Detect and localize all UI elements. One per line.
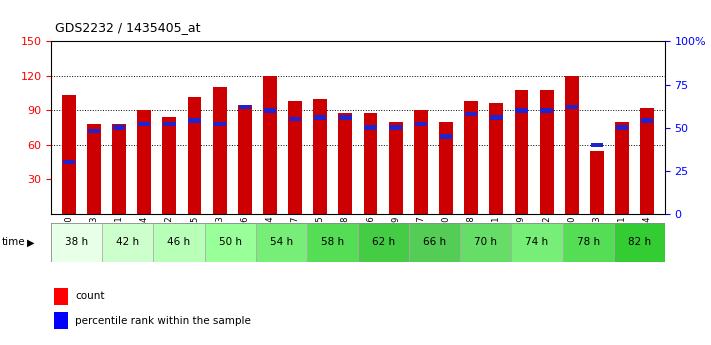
Bar [263, 76, 277, 214]
Text: percentile rank within the sample: percentile rank within the sample [75, 316, 251, 326]
Bar [213, 87, 227, 214]
Bar [154, 223, 205, 262]
Text: 62 h: 62 h [372, 237, 395, 247]
Text: 58 h: 58 h [321, 237, 344, 247]
Bar [137, 110, 151, 214]
Bar [112, 124, 126, 214]
Bar [641, 108, 654, 214]
Bar [490, 115, 503, 120]
Bar [440, 134, 452, 139]
Bar [51, 223, 102, 262]
Bar [616, 125, 629, 130]
Bar [314, 99, 327, 214]
Text: 82 h: 82 h [628, 237, 651, 247]
Bar [489, 104, 503, 214]
Text: 46 h: 46 h [168, 237, 191, 247]
Bar [54, 288, 68, 305]
Bar [641, 118, 653, 123]
Text: time: time [1, 237, 25, 247]
Text: 70 h: 70 h [474, 237, 497, 247]
Text: 78 h: 78 h [577, 237, 599, 247]
Bar [562, 223, 614, 262]
Bar [565, 76, 579, 214]
Bar [439, 122, 453, 214]
Bar [540, 108, 553, 113]
Bar [338, 113, 353, 214]
Text: 74 h: 74 h [525, 237, 548, 247]
Bar [540, 90, 553, 214]
Bar [389, 122, 402, 214]
Bar [515, 90, 528, 214]
Bar [54, 312, 68, 329]
Bar [615, 122, 629, 214]
Bar [614, 223, 665, 262]
Text: 38 h: 38 h [65, 237, 88, 247]
Bar [87, 129, 100, 134]
Text: GDS2232 / 1435405_at: GDS2232 / 1435405_at [55, 21, 201, 34]
Bar [358, 223, 409, 262]
Bar [339, 115, 352, 120]
Bar [163, 122, 176, 127]
Bar [256, 223, 307, 262]
Bar [363, 113, 378, 214]
Bar [238, 105, 252, 214]
Text: 54 h: 54 h [269, 237, 293, 247]
Bar [565, 105, 578, 109]
Bar [515, 108, 528, 113]
Bar [213, 122, 226, 127]
Bar [364, 125, 377, 130]
Text: ▶: ▶ [27, 237, 35, 247]
Bar [464, 101, 478, 214]
Bar [239, 105, 251, 109]
Bar [63, 160, 75, 165]
Bar [264, 108, 276, 113]
Bar [465, 111, 477, 116]
Bar [314, 115, 326, 120]
Bar [307, 223, 358, 262]
Bar [62, 96, 75, 214]
Text: 50 h: 50 h [219, 237, 242, 247]
Bar [511, 223, 562, 262]
Bar [460, 223, 511, 262]
Bar [138, 122, 151, 127]
Bar [591, 142, 603, 147]
Bar [102, 223, 154, 262]
Bar [205, 223, 256, 262]
Bar [409, 223, 460, 262]
Bar [288, 101, 302, 214]
Bar [87, 124, 101, 214]
Bar [188, 118, 201, 123]
Bar [163, 117, 176, 214]
Bar [188, 97, 201, 214]
Bar [590, 151, 604, 214]
Bar [289, 117, 301, 121]
Text: count: count [75, 292, 105, 302]
Text: 66 h: 66 h [423, 237, 447, 247]
Bar [113, 125, 125, 130]
Text: 42 h: 42 h [117, 237, 139, 247]
Bar [414, 110, 428, 214]
Bar [415, 122, 427, 127]
Bar [390, 125, 402, 130]
